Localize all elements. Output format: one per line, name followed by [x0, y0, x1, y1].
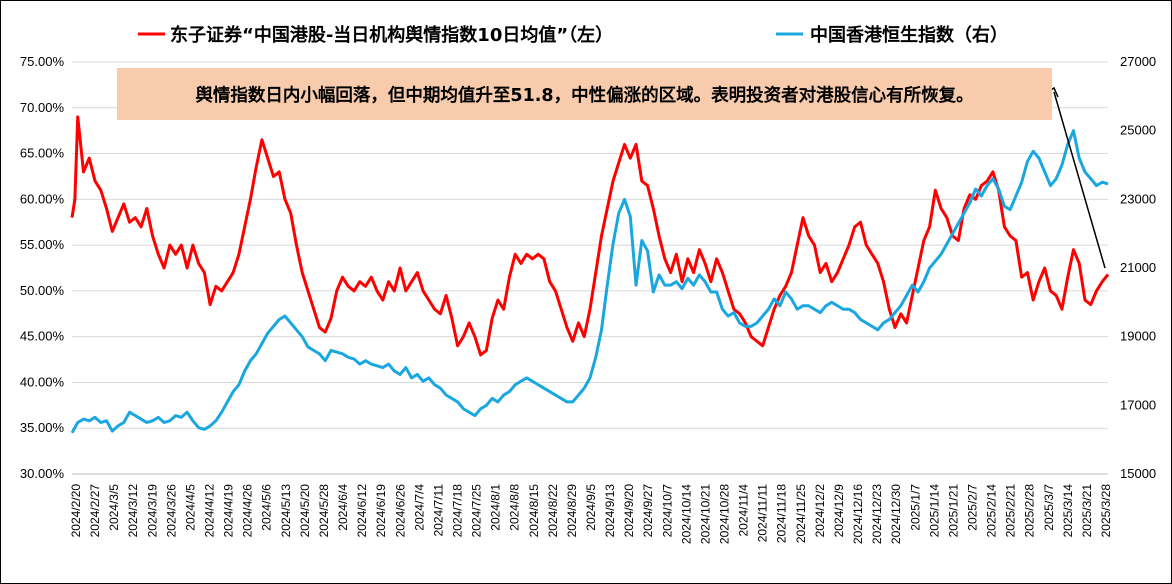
x-tick-label: 2024/9/13: [603, 484, 617, 538]
x-tick-label: 2024/6/26: [393, 484, 407, 538]
y-left-tick-label: 65.00%: [20, 146, 65, 161]
y-right-tick-label: 27000: [1120, 54, 1156, 69]
legend: 东子证券“中国港股-当日机构舆情指数10日均值”（左） 中国香港恒生指数（右）: [138, 24, 1008, 46]
x-tick-label: 2024/3/5: [107, 484, 121, 531]
x-tick-label: 2024/3/12: [126, 484, 140, 538]
y-left-tick-label: 75.00%: [20, 54, 65, 69]
x-tick-label: 2024/10/28: [718, 484, 732, 544]
x-tick-label: 2024/9/5: [584, 484, 598, 531]
series-line-sentiment-index: [70, 115, 1110, 357]
legend-label-series1: 东子证券“中国港股-当日机构舆情指数10日均值”（左）: [170, 24, 613, 46]
x-tick-label: 2025/2/28: [1023, 484, 1037, 538]
x-tick-label: 2024/4/5: [183, 484, 197, 531]
series-lines: [70, 115, 1110, 434]
x-tick-label: 2024/6/19: [374, 484, 388, 538]
annotation-text: 舆情指数日内小幅回落，但中期均值升至51.8，中性偏涨的区域。表明投资者对港股信…: [195, 85, 974, 106]
x-tick-label: 2024/11/11: [756, 484, 770, 543]
x-tick-label: 2024/10/14: [679, 484, 693, 544]
y-right-tick-label: 15000: [1120, 466, 1156, 481]
x-tick-label: 2025/3/21: [1080, 484, 1094, 538]
y-right-tick-label: 21000: [1120, 260, 1156, 275]
annotation-arrow: [1045, 86, 1106, 269]
x-tick-label: 2024/11/25: [794, 484, 808, 543]
x-tick-label: 2025/2/7: [965, 484, 979, 531]
x-tick-label: 2024/12/23: [870, 484, 884, 544]
y-right-tick-label: 19000: [1120, 329, 1156, 344]
x-tick-label: 2025/1/14: [927, 484, 941, 538]
x-tick-label: 2024/5/20: [298, 484, 312, 538]
x-tick-label: 2024/5/28: [317, 484, 331, 538]
x-tick-label: 2024/8/8: [508, 484, 522, 531]
x-tick-label: 2024/11/18: [775, 484, 789, 543]
x-tick-label: 2024/7/4: [412, 484, 426, 531]
x-tick-label: 2024/12/2: [813, 484, 827, 538]
x-axis: 2024/2/20 2024/2/27 2024/3/5 2024/3/12 2024/…: [69, 473, 1113, 544]
x-tick-label: 2024/8/15: [527, 484, 541, 538]
x-tick-label: 2024/3/26: [164, 484, 178, 538]
x-tick-label: 2024/10/21: [698, 484, 712, 544]
x-tick-label: 2024/3/19: [145, 484, 159, 538]
x-tick-label: 2024/2/27: [88, 484, 102, 538]
x-tick-label: 2025/3/14: [1061, 484, 1075, 538]
x-tick-label: 2024/4/19: [222, 484, 236, 538]
x-tick-label: 2024/7/25: [470, 484, 484, 538]
annotation-box: 舆情指数日内小幅回落，但中期均值升至51.8，中性偏涨的区域。表明投资者对港股信…: [117, 68, 1052, 120]
y-left-tick-label: 40.00%: [20, 374, 65, 389]
y-axis-left: 30.00% 35.00% 40.00% 45.00% 50.00% 55.00% 60.0…: [20, 54, 65, 481]
x-tick-label: 2024/4/26: [241, 484, 255, 538]
y-left-tick-label: 55.00%: [20, 237, 65, 252]
x-tick-label: 2024/7/11: [431, 484, 445, 537]
x-tick-label: 2024/8/29: [565, 484, 579, 538]
y-left-tick-label: 35.00%: [20, 420, 65, 435]
x-tick-label: 2024/9/20: [622, 484, 636, 538]
x-tick-label: 2025/2/21: [1004, 484, 1018, 538]
x-tick-label: 2024/8/22: [546, 484, 560, 538]
x-tick-label: 2024/11/4: [737, 484, 751, 537]
x-tick-label: 2024/7/18: [450, 484, 464, 538]
x-tick-label: 2024/5/13: [279, 484, 293, 538]
x-tick-label: 2024/9/27: [641, 484, 655, 538]
y-right-tick-label: 23000: [1120, 191, 1156, 206]
y-left-tick-label: 70.00%: [20, 100, 65, 115]
x-tick-label: 2024/5/6: [260, 484, 274, 531]
x-tick-label: 2024/12/9: [832, 484, 846, 538]
series-line-hang-seng-index: [70, 129, 1109, 434]
x-tick-label: 2025/1/21: [946, 484, 960, 538]
x-tick-label: 2024/6/4: [336, 484, 350, 531]
y-left-tick-label: 60.00%: [20, 191, 65, 206]
x-tick-label: 2024/12/30: [889, 484, 903, 544]
x-tick-label: 2024/6/12: [355, 484, 369, 538]
x-tick-label: 2025/1/7: [908, 484, 922, 531]
legend-label-series2: 中国香港恒生指数（右）: [810, 24, 1008, 46]
x-tick-label: 2024/4/12: [203, 484, 217, 538]
y-right-tick-label: 25000: [1120, 123, 1156, 138]
y-left-tick-label: 50.00%: [20, 283, 65, 298]
x-tick-label: 2025/3/7: [1042, 484, 1056, 531]
x-tick-label: 2024/12/16: [851, 484, 865, 544]
x-tick-label: 2024/2/20: [69, 484, 83, 538]
x-tick-label: 2025/3/28: [1099, 484, 1113, 538]
y-left-tick-label: 30.00%: [20, 466, 65, 481]
x-tick-label: 2025/2/14: [985, 484, 999, 538]
x-tick-label: 2024/8/1: [489, 484, 503, 531]
x-tick-label: 2024/10/7: [660, 484, 674, 538]
y-axis-right: 15000 17000 19000 21000 23000 25000 27000: [1120, 54, 1156, 481]
y-right-tick-label: 17000: [1120, 397, 1156, 412]
y-left-tick-label: 45.00%: [20, 329, 65, 344]
